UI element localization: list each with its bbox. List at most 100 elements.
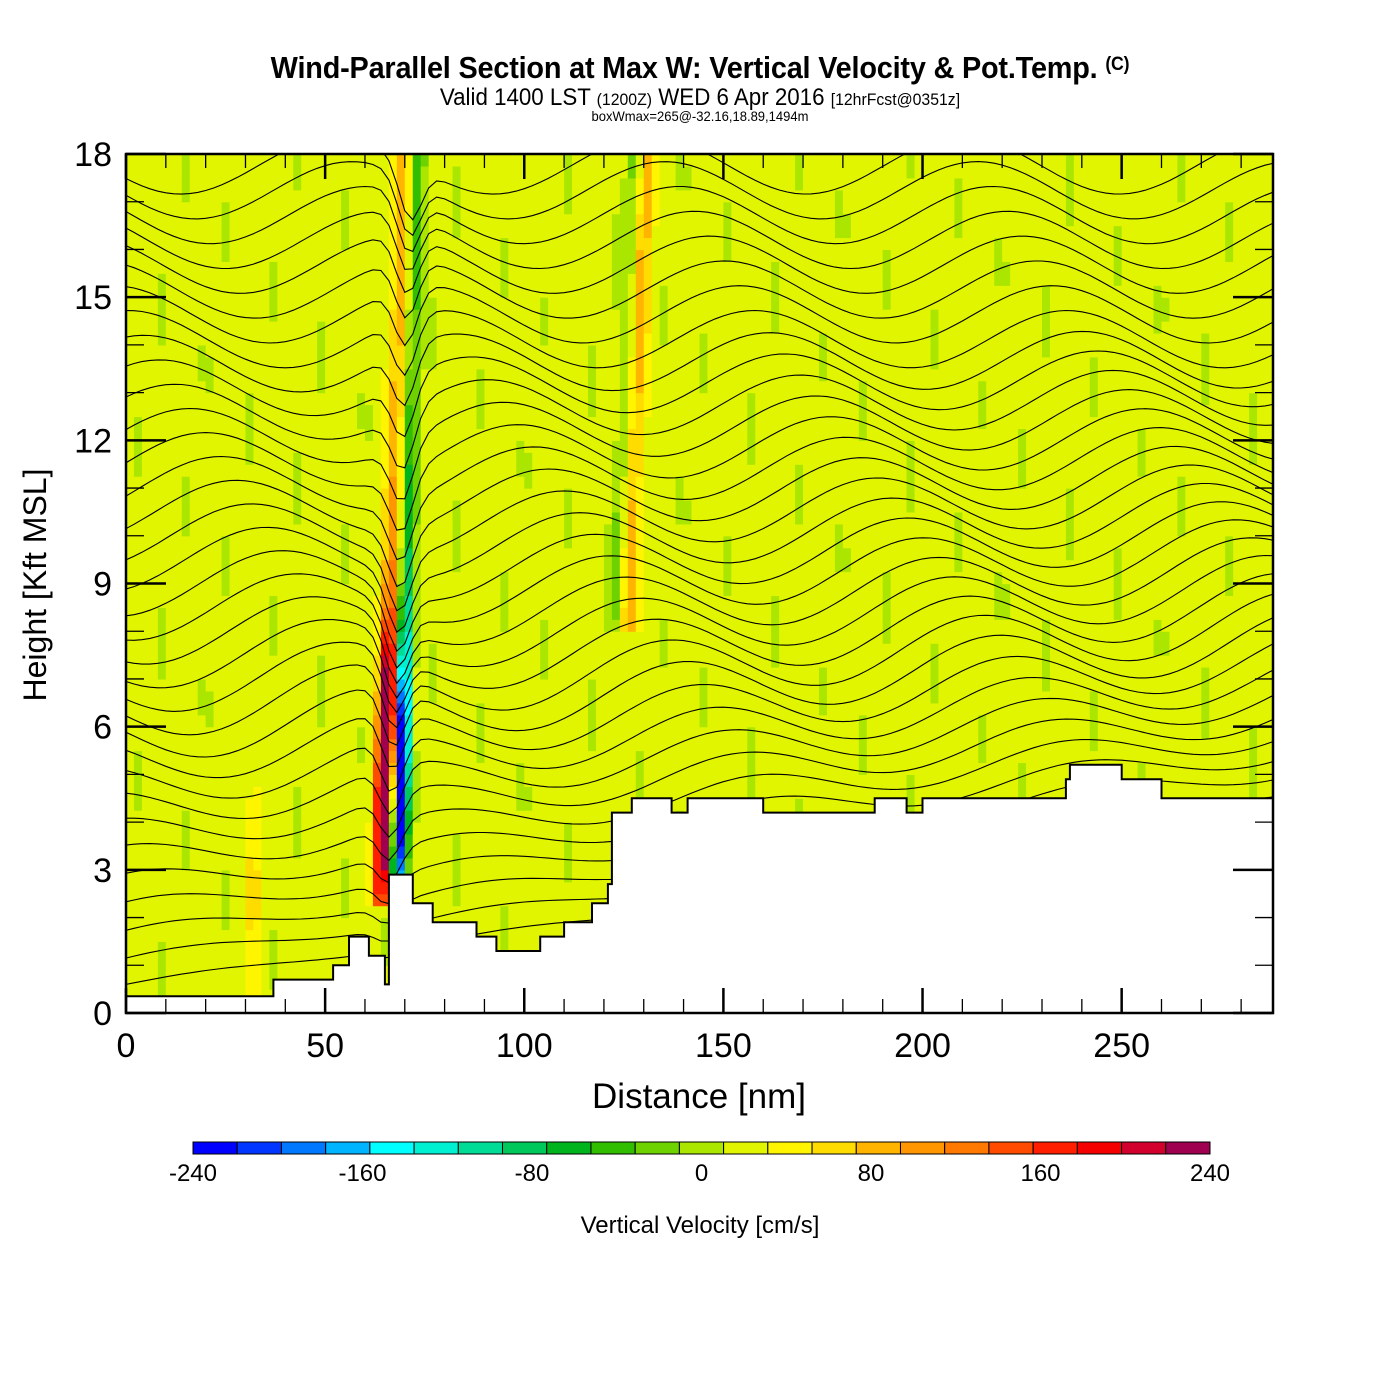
field-cell [564,165,573,179]
field-cell [372,845,382,859]
field-cell [516,774,525,787]
field-cell [293,631,302,644]
field-cell [277,965,286,978]
field-cell [333,631,342,644]
field-cell [229,834,239,847]
field-cell [269,285,278,298]
field-cell [460,881,470,895]
field-cell [508,631,517,644]
field-cell [651,631,661,644]
field-cell [253,810,263,823]
field-cell [420,321,430,334]
field-cell [253,344,263,358]
field-cell [380,798,390,811]
field-cell [412,702,422,716]
field-cell [564,655,573,668]
field-cell [667,726,677,740]
field-cell [141,368,151,382]
field-cell [436,380,446,394]
field-cell [189,261,199,274]
field-cell [205,488,215,501]
field-cell [333,774,342,787]
field-cell [277,392,286,406]
field-cell [372,714,382,728]
field-cell [141,499,151,513]
field-cell [635,332,645,346]
field-cell [221,559,231,573]
field-cell [667,404,677,418]
field-cell [611,189,621,203]
field-cell [261,893,270,907]
field-cell [460,428,470,441]
field-cell [380,499,390,513]
field-cell [197,893,207,907]
field-cell [556,177,565,191]
field-cell [556,189,565,203]
field-cell [325,738,334,752]
field-cell [197,798,207,811]
field-cell [500,273,509,286]
field-cell [189,189,199,203]
field-cell [452,249,462,262]
field-cell [253,977,263,990]
field-cell [572,810,581,823]
field-cell [444,595,454,608]
field-cell [595,452,605,465]
field-cell [157,356,167,370]
field-cell [229,344,239,358]
field-cell [229,678,239,692]
field-cell [173,309,183,322]
field-cell [173,667,183,680]
field-cell [524,750,533,764]
field-cell [205,869,215,883]
field-cell [380,511,390,525]
field-cell [643,165,653,179]
field-cell [173,154,183,167]
field-cell [572,678,581,692]
field-cell [245,786,255,799]
field-cell [651,464,661,477]
field-cell [532,189,541,203]
field-cell [532,583,541,597]
field-cell [388,762,398,775]
field-cell [157,881,167,895]
field-cell [404,559,414,573]
field-cell [484,511,494,525]
field-cell [388,774,398,787]
field-cell [181,619,191,632]
field-cell [492,309,501,322]
field-cell [484,655,494,668]
field-cell [444,261,454,274]
field-cell [349,595,358,608]
field-cell [269,678,278,692]
field-cell [516,404,525,418]
field-cell [301,786,310,799]
field-cell [333,297,342,310]
field-cell [380,690,390,704]
field-cell [141,237,151,251]
field-cell [181,869,191,883]
field-cell [380,547,390,561]
field-cell [277,309,286,322]
field-cell [245,309,255,322]
field-cell [548,678,557,692]
field-cell [619,786,629,799]
field-cell [126,714,135,728]
field-cell [301,667,310,680]
field-cell [349,643,358,656]
field-cell [500,798,509,811]
field-cell [341,428,350,441]
field-cell [157,368,167,382]
field-cell [356,595,366,608]
field-cell [635,321,645,334]
field-cell [484,857,494,871]
field-cell [253,380,263,394]
field-cell [285,213,294,227]
field-cell [659,237,669,251]
field-cell [325,845,334,859]
field-cell [412,428,422,441]
field-cell [213,309,223,322]
field-cell [165,607,175,620]
field-cell [587,261,597,274]
field-cell [181,810,191,823]
